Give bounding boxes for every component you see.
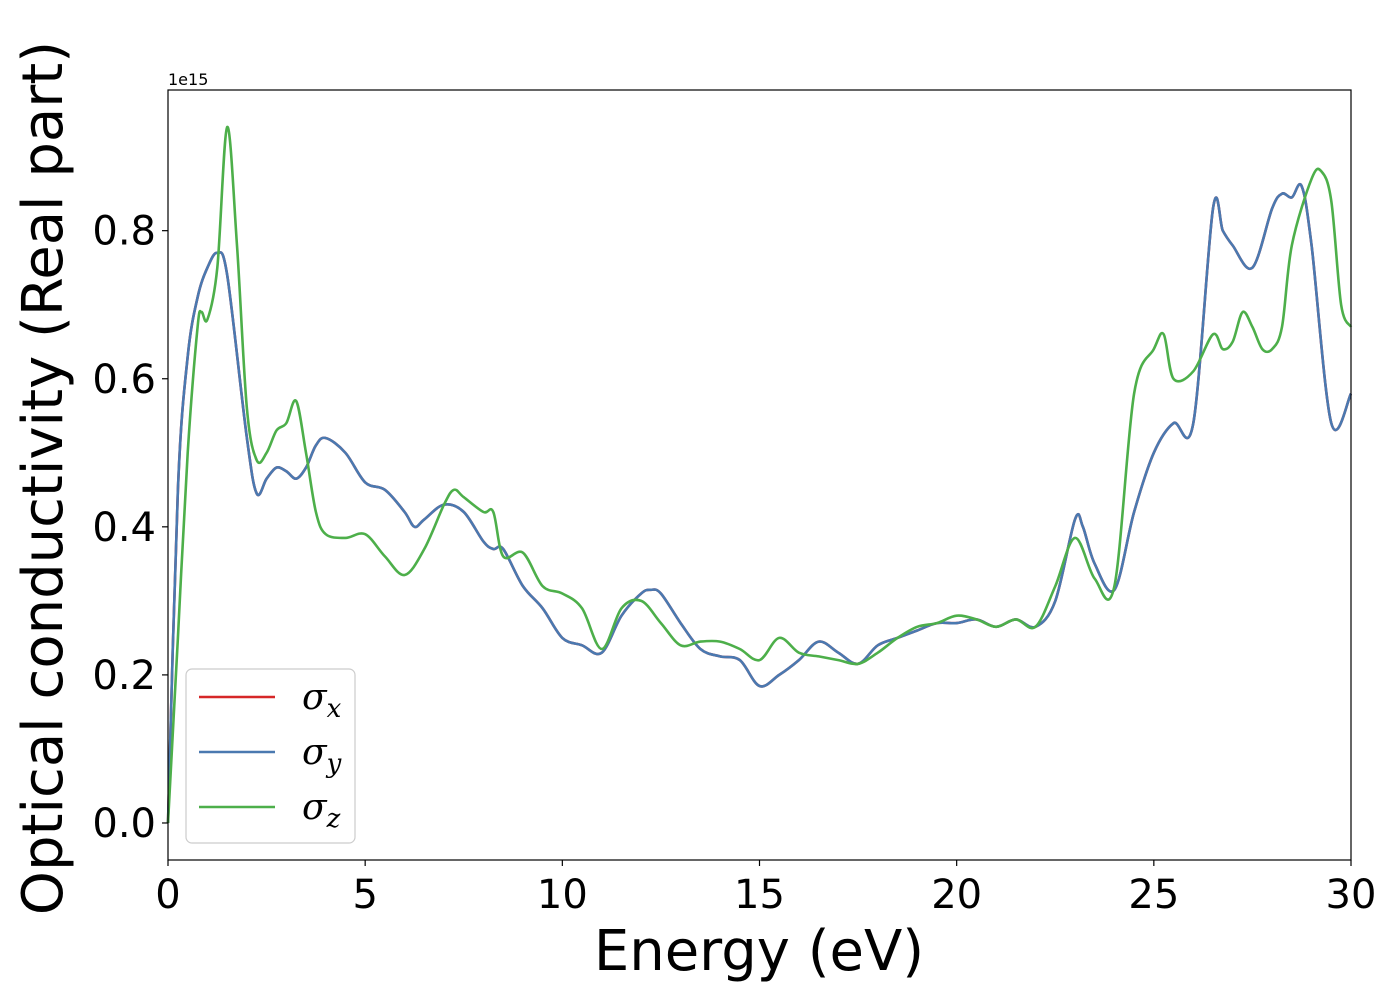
series-line-z [166,125,1353,824]
x-tick-label: 15 [734,872,785,918]
y-tick-label: 0.2 [92,653,156,699]
x-tick-label: 5 [352,872,377,918]
y-tick-label: 0.8 [92,209,156,255]
y-tick-label: 0.4 [92,505,156,551]
legend-label-z: σz [302,787,341,834]
x-tick-label: 0 [155,872,180,918]
y-axis-title: Optical conductivity (Real part) [11,41,76,915]
legend-label-x: σx [302,677,342,724]
series-line-y [166,183,1353,824]
legend-label-y: σy [302,732,342,779]
y-axis: 0.0 0.2 0.4 0.6 0.8 [92,209,168,847]
x-axis: 0 5 10 15 20 25 30 [155,860,1376,918]
x-tick-label: 20 [931,872,982,918]
x-tick-label: 10 [537,872,588,918]
y-tick-label: 0.0 [92,801,156,847]
x-tick-label: 25 [1128,872,1179,918]
x-axis-title: Energy (eV) [594,919,924,984]
series-layer [166,125,1353,824]
y-offset-text: 1e15 [168,70,208,89]
legend: σx σy σz [185,668,356,844]
legend-box [185,668,356,844]
x-tick-label: 30 [1326,872,1377,918]
y-tick-label: 0.6 [92,357,156,403]
